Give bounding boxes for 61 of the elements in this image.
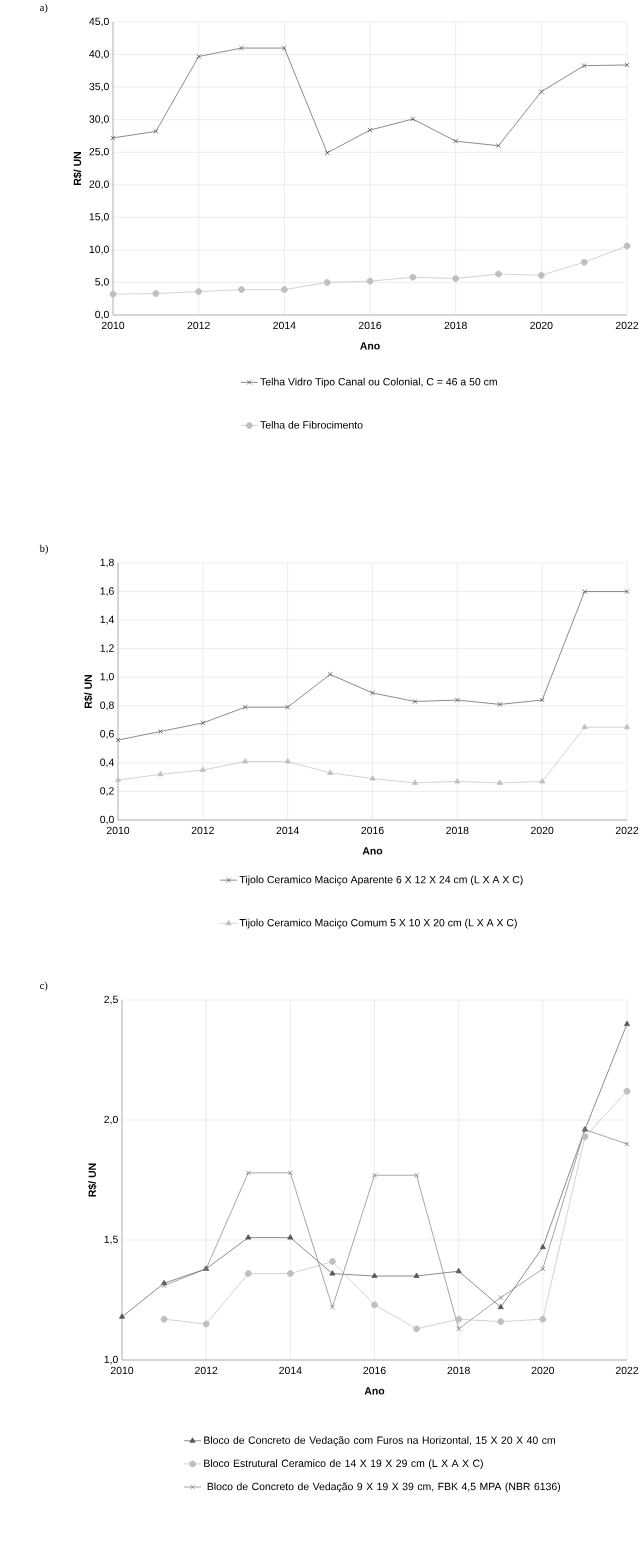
- x-axis-title: Ano: [360, 342, 380, 350]
- x-tick-label: 2014: [279, 1366, 302, 1375]
- x-tick-label: 2016: [361, 826, 384, 835]
- y-tick-label: 15,0: [89, 213, 109, 222]
- legend-label: Tijolo Ceramico Maciço Aparente 6 X 12 X 24 cm (L X A X C): [239, 875, 523, 886]
- y-tick-label: 40,0: [89, 50, 109, 59]
- y-tick-label: 2,0: [104, 1115, 118, 1125]
- x-tick-label: 2020: [531, 1366, 555, 1375]
- y-tick-label: 1,8: [100, 558, 114, 568]
- text: c): [40, 981, 48, 992]
- x-tick-label: 2010: [106, 826, 130, 835]
- x-tick-label: 2018: [446, 826, 469, 835]
- x-tick-label: 2020: [530, 321, 553, 330]
- y-tick-label: 0,0: [95, 310, 109, 320]
- x-tick-label: 2018: [447, 1366, 470, 1375]
- y-tick-label: 25,0: [89, 147, 109, 157]
- y-tick-label: 1,2: [100, 644, 114, 653]
- x-tick-label: 2012: [195, 1366, 218, 1375]
- x-tick-label: 2018: [444, 321, 467, 330]
- x-tick-label: 2014: [276, 826, 299, 835]
- legend-label: Bloco Estrutural Ceramico de 14 X 19 X 29 cm (L X A X C): [204, 1459, 483, 1470]
- text: b): [39, 544, 48, 555]
- y-axis-title: R$/ UN: [84, 675, 93, 708]
- x-tick-label: 2016: [363, 1366, 386, 1375]
- y-tick-label: 1,4: [100, 615, 114, 625]
- y-tick-label: 0,4: [100, 758, 114, 768]
- y-tick-label: 0,8: [100, 701, 114, 711]
- x-axis-title: Ano: [362, 847, 383, 855]
- x-tick-label: 2022: [615, 826, 639, 835]
- x-tick-label: 2020: [531, 826, 554, 835]
- x-axis-title: Ano: [364, 1387, 385, 1395]
- y-tick-label: 45,0: [89, 17, 109, 27]
- y-tick-label: 0,6: [100, 730, 114, 739]
- x-tick-label: 2012: [187, 321, 210, 330]
- x-tick-label: 2010: [110, 1366, 134, 1375]
- y-tick-label: 1,0: [100, 672, 114, 682]
- y-tick-label: 1,5: [104, 1235, 118, 1245]
- y-tick-label: 30,0: [89, 115, 109, 124]
- y-tick-label: 1,6: [100, 587, 114, 596]
- x-tick-label: 2012: [191, 826, 214, 835]
- x-tick-label: 2022: [615, 321, 639, 330]
- y-tick-label: 35,0: [89, 82, 109, 92]
- y-tick-label: 0,0: [100, 815, 114, 825]
- legend-label: Tijolo Ceramico Maciço Comum 5 X 10 X 20 cm (L X A X C): [239, 918, 517, 929]
- text: a): [40, 3, 48, 14]
- legend-label: Bloco de Concreto de Vedação 9 X 19 X 39 cm, FBK 4,5 MPA (NBR 6136): [207, 1482, 561, 1493]
- y-tick-label: 2,5: [104, 995, 118, 1005]
- legend-label: Bloco de Concreto de Vedação com Furos na Horizontal, 15 X 20 X 40 cm: [204, 1436, 555, 1446]
- x-tick-label: 2016: [358, 321, 382, 330]
- y-axis-title: R$/ UN: [88, 1163, 97, 1197]
- legend-label: Telha de Fibrocimento: [260, 420, 363, 429]
- y-axis-title: R$/ UN: [73, 152, 82, 185]
- y-tick-label: 0,2: [100, 787, 114, 796]
- x-tick-label: 2014: [273, 321, 296, 330]
- y-tick-label: 5,0: [95, 278, 109, 287]
- y-tick-label: 1,0: [104, 1355, 118, 1365]
- y-tick-label: 10,0: [89, 245, 109, 255]
- x-tick-label: 2010: [101, 321, 125, 330]
- x-tick-label: 2022: [615, 1366, 639, 1375]
- legend-label: Telha Vidro Tipo Canal ou Colonial, C = 46 a 50 cm: [260, 377, 497, 388]
- y-tick-label: 20,0: [89, 180, 109, 190]
